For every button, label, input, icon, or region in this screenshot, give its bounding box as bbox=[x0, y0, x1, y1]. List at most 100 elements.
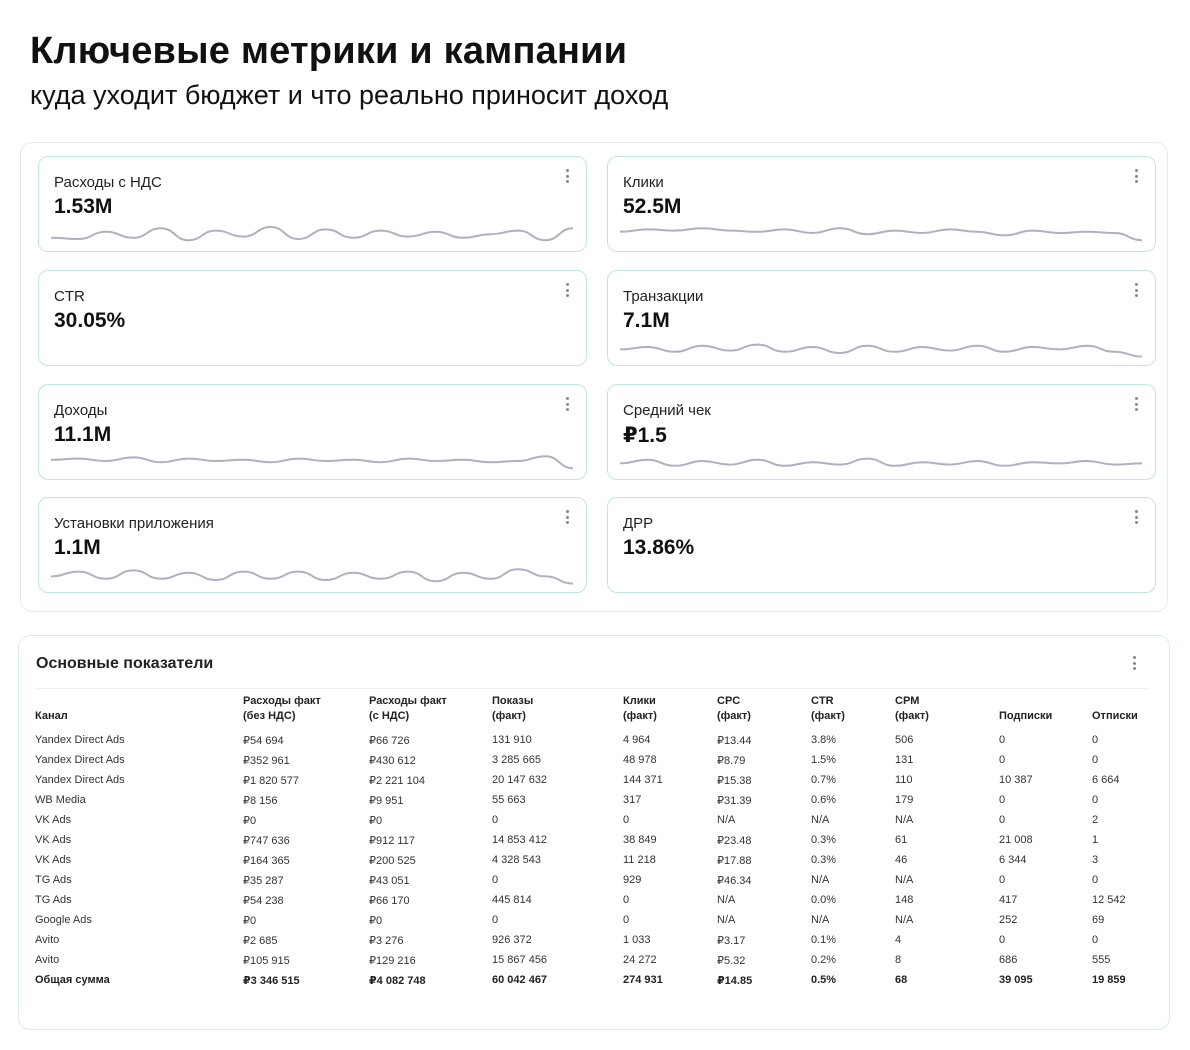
table-cell: 0.2% bbox=[811, 954, 837, 966]
table-row: Yandex Direct Ads ₽54 694 ₽66 726 131 910 4 … bbox=[35, 730, 1155, 750]
table-cell: ₽15.38 bbox=[717, 774, 752, 787]
table-cell: 0 bbox=[623, 894, 630, 906]
kebab-menu-icon[interactable] bbox=[1129, 656, 1139, 672]
kebab-menu-icon[interactable] bbox=[562, 510, 572, 526]
table-cell: 0 bbox=[623, 914, 630, 926]
table-cell: 11 218 bbox=[623, 854, 656, 866]
table-cell: 4 964 bbox=[623, 734, 651, 746]
table-cell: VK Ads bbox=[35, 834, 72, 846]
table-cell: TG Ads bbox=[35, 894, 72, 906]
metric-value: ₽1.5 bbox=[623, 424, 667, 447]
table-row: WB Media ₽8 156 ₽9 951 55 663 317 ₽31.39 0.6% 1… bbox=[35, 790, 1155, 810]
metric-card-app-installs: Установки приложения 1.1M bbox=[38, 497, 587, 593]
table-cell: 506 bbox=[895, 734, 914, 746]
kebab-menu-icon[interactable] bbox=[562, 283, 572, 299]
table-cell: 252 bbox=[999, 914, 1018, 926]
table-cell: 417 bbox=[999, 894, 1018, 906]
table-cell: 144 371 bbox=[623, 774, 663, 786]
page-subtitle: куда уходит бюджет и что реально приноси… bbox=[30, 80, 669, 110]
table-cell: ₽35 287 bbox=[243, 874, 284, 887]
table-cell: 0 bbox=[492, 914, 499, 926]
divider bbox=[35, 688, 1149, 689]
table-cell: ₽66 170 bbox=[369, 894, 410, 907]
table-cell: 0 bbox=[1092, 794, 1099, 806]
table-cell: ₽4 082 748 bbox=[369, 974, 426, 987]
kebab-menu-icon[interactable] bbox=[1131, 283, 1141, 299]
table-cell: 68 bbox=[895, 974, 908, 986]
sparkline-path bbox=[51, 455, 573, 470]
table-cell: N/A bbox=[895, 914, 914, 926]
table-row: Avito ₽105 915 ₽129 216 15 867 456 24 272 ₽5.… bbox=[35, 950, 1155, 970]
table-cell: N/A bbox=[895, 874, 914, 886]
page-title: Ключевые метрики и кампании bbox=[30, 30, 628, 72]
table-cell: ₽747 636 bbox=[243, 834, 290, 847]
kebab-menu-icon[interactable] bbox=[1131, 397, 1141, 413]
metric-label: CTR bbox=[54, 288, 85, 305]
table-cell: 0 bbox=[999, 794, 1006, 806]
table-cell: ₽54 694 bbox=[243, 734, 284, 747]
table-cell: 20 147 632 bbox=[492, 774, 548, 786]
column-header: Показы (факт) bbox=[492, 695, 534, 722]
table-cell: ₽54 238 bbox=[243, 894, 284, 907]
table-cell: 3.8% bbox=[811, 734, 837, 746]
metric-value: 52.5M bbox=[623, 195, 682, 218]
table-cell: 48 978 bbox=[623, 754, 657, 766]
table-cell: N/A bbox=[895, 814, 914, 826]
table-row: VK Ads ₽0 ₽0 0 0 N/A N/A N/A 0 2 bbox=[35, 810, 1155, 830]
table-cell: ₽3 276 bbox=[369, 934, 404, 947]
table-cell: 4 328 543 bbox=[492, 854, 541, 866]
table-cell: 1.5% bbox=[811, 754, 837, 766]
kebab-menu-icon[interactable] bbox=[562, 169, 572, 185]
table-cell: 926 372 bbox=[492, 934, 532, 946]
table-cell: 148 bbox=[895, 894, 914, 906]
table-cell: 131 bbox=[895, 754, 914, 766]
table-row: TG Ads ₽54 238 ₽66 170 445 814 0 N/A 0.0% 148 41… bbox=[35, 890, 1155, 910]
table-cell: 0.1% bbox=[811, 934, 837, 946]
column-header: CTR (факт) bbox=[811, 695, 845, 722]
table-cell: 0 bbox=[999, 814, 1006, 826]
table-cell: Yandex Direct Ads bbox=[35, 774, 125, 786]
metric-label: ДРР bbox=[623, 515, 654, 532]
table-cell: 445 814 bbox=[492, 894, 532, 906]
sparkline-path bbox=[620, 343, 1142, 358]
table-cell: ₽31.39 bbox=[717, 794, 752, 807]
metric-value: 7.1M bbox=[623, 309, 670, 332]
table-cell: 1 033 bbox=[623, 934, 651, 946]
sparkline bbox=[620, 343, 1142, 358]
table-cell: 60 042 467 bbox=[492, 974, 548, 986]
metric-label: Доходы bbox=[54, 402, 108, 419]
table-cell: 686 bbox=[999, 954, 1018, 966]
table-cell: ₽66 726 bbox=[369, 734, 410, 747]
table-cell: 0 bbox=[999, 754, 1006, 766]
table-cell: 6 344 bbox=[999, 854, 1027, 866]
metric-value: 1.1M bbox=[54, 536, 101, 559]
table-cell: N/A bbox=[811, 914, 830, 926]
kebab-menu-icon[interactable] bbox=[1131, 510, 1141, 526]
table-cell: VK Ads bbox=[35, 854, 72, 866]
kebab-menu-icon[interactable] bbox=[1131, 169, 1141, 185]
sparkline-path bbox=[620, 457, 1142, 467]
metric-card-drr: ДРР 13.86% bbox=[607, 497, 1156, 593]
table-cell: ₽0 bbox=[243, 814, 257, 827]
main-metrics-table-panel: Основные показатели Канал Расходы факт (б… bbox=[18, 635, 1170, 1030]
table-cell: ₽200 525 bbox=[369, 854, 416, 867]
table-row: TG Ads ₽35 287 ₽43 051 0 929 ₽46.34 N/A N/A 0 0 bbox=[35, 870, 1155, 890]
kebab-menu-icon[interactable] bbox=[562, 397, 572, 413]
table-cell: 12 542 bbox=[1092, 894, 1126, 906]
column-header: Подписки bbox=[999, 710, 1053, 722]
column-header: Расходы факт (с НДС) bbox=[369, 695, 447, 722]
metric-label: Расходы с НДС bbox=[54, 174, 162, 191]
table-cell: 15 867 456 bbox=[492, 954, 548, 966]
metric-card-clicks: Клики 52.5M bbox=[607, 156, 1156, 252]
table-title: Основные показатели bbox=[36, 655, 214, 672]
table-cell: 179 bbox=[895, 794, 914, 806]
table-cell: TG Ads bbox=[35, 874, 72, 886]
table-cell: 0 bbox=[1092, 754, 1099, 766]
table-cell: ₽430 612 bbox=[369, 754, 416, 767]
table-cell: 46 bbox=[895, 854, 908, 866]
table-cell: 3 bbox=[1092, 854, 1099, 866]
table-cell: 0.0% bbox=[811, 894, 837, 906]
table-row: Google Ads ₽0 ₽0 0 0 N/A N/A N/A 252 69 bbox=[35, 910, 1155, 930]
metric-card-ctr: CTR 30.05% bbox=[38, 270, 587, 366]
table-cell: ₽43 051 bbox=[369, 874, 410, 887]
